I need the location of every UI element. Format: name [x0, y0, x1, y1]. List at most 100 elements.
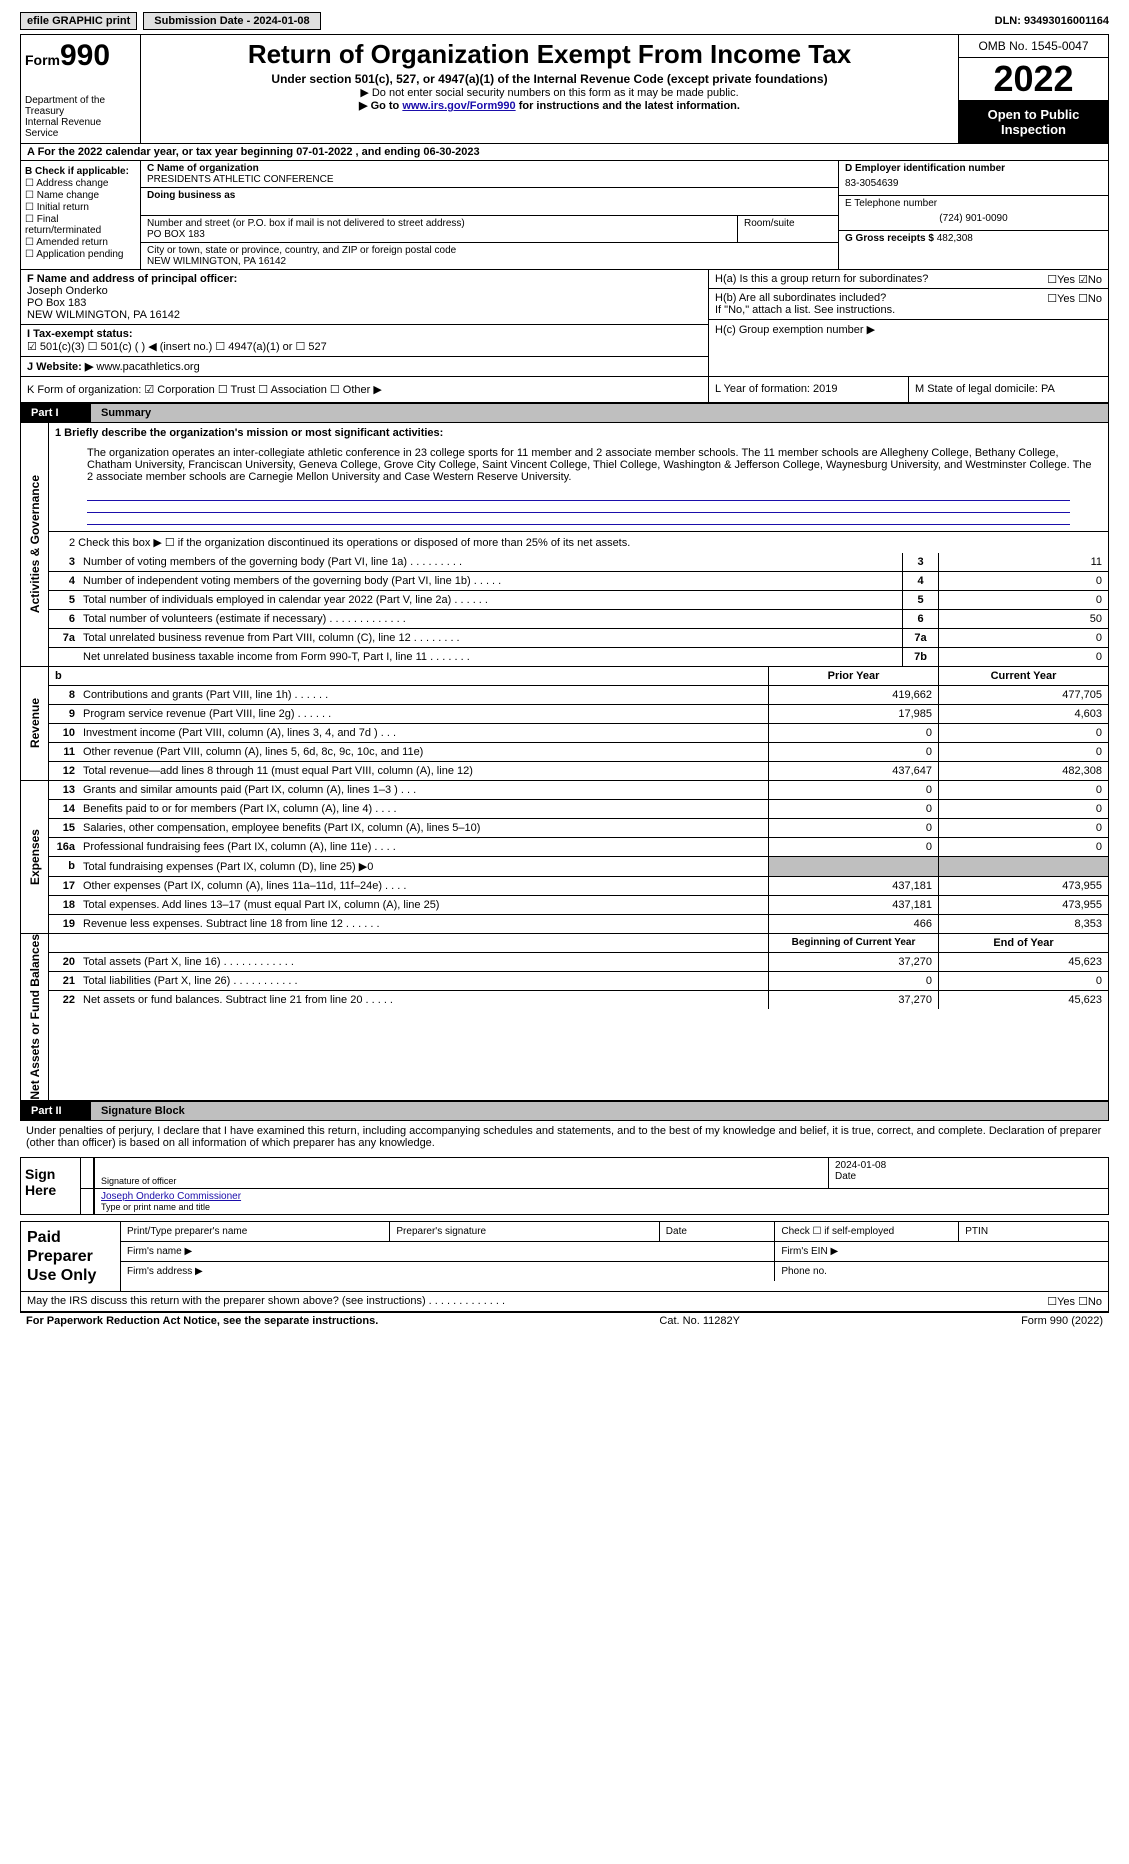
- chk-name[interactable]: ☐ Name change: [25, 190, 136, 201]
- table-row: 22Net assets or fund balances. Subtract …: [49, 991, 1108, 1009]
- hdr-beg: Beginning of Current Year: [768, 934, 938, 952]
- page-title: Return of Organization Exempt From Incom…: [145, 39, 954, 70]
- form-label: Form: [25, 52, 60, 68]
- officer-label: F Name and address of principal officer:: [27, 273, 702, 285]
- part1-title: Summary: [91, 404, 1108, 422]
- chk-pending[interactable]: ☐ Application pending: [25, 249, 136, 260]
- paid-h1: Print/Type preparer's name: [121, 1222, 390, 1241]
- dba-label: Doing business as: [147, 190, 832, 201]
- pra-notice: For Paperwork Reduction Act Notice, see …: [26, 1315, 378, 1327]
- website-val[interactable]: www.pacathletics.org: [96, 361, 199, 373]
- room-label: Room/suite: [744, 218, 832, 229]
- ha-label: H(a) Is this a group return for subordin…: [715, 273, 928, 285]
- table-row: 14Benefits paid to or for members (Part …: [49, 800, 1108, 819]
- chk-final[interactable]: ☐ Final return/terminated: [25, 214, 136, 236]
- tel-val: (724) 901-0090: [845, 209, 1102, 228]
- chk-initial[interactable]: ☐ Initial return: [25, 202, 136, 213]
- form-footer: Form 990 (2022): [1021, 1315, 1103, 1327]
- gov-line: 7aTotal unrelated business revenue from …: [49, 629, 1108, 648]
- gross-label: G Gross receipts $: [845, 233, 934, 244]
- table-row: 11Other revenue (Part VIII, column (A), …: [49, 743, 1108, 762]
- dept-label: Department of the Treasury Internal Reve…: [25, 95, 136, 139]
- gov-line: 5Total number of individuals employed in…: [49, 591, 1108, 610]
- table-row: 18Total expenses. Add lines 13–17 (must …: [49, 896, 1108, 915]
- table-row: 15Salaries, other compensation, employee…: [49, 819, 1108, 838]
- state-domicile: M State of legal domicile: PA: [908, 377, 1108, 402]
- org-name-label: C Name of organization: [147, 163, 832, 174]
- table-row: bTotal fundraising expenses (Part IX, co…: [49, 857, 1108, 877]
- mission-label: 1 Briefly describe the organization's mi…: [49, 423, 1108, 443]
- street-label: Number and street (or P.O. box if mail i…: [147, 218, 731, 229]
- hb-note: If "No," attach a list. See instructions…: [715, 304, 1102, 316]
- rev-hdr-b: b: [55, 670, 62, 682]
- table-row: 16aProfessional fundraising fees (Part I…: [49, 838, 1108, 857]
- paid-phone: Phone no.: [775, 1262, 1108, 1281]
- paid-h2: Preparer's signature: [390, 1222, 659, 1241]
- org-name: PRESIDENTS ATHLETIC CONFERENCE: [147, 174, 832, 185]
- hdr-prior: Prior Year: [768, 667, 938, 685]
- ein-val: 83-3054639: [845, 174, 1102, 193]
- tax-status-opts[interactable]: ☑ 501(c)(3) ☐ 501(c) ( ) ◀ (insert no.) …: [27, 341, 327, 353]
- paid-firm-name: Firm's name ▶: [121, 1242, 775, 1261]
- table-row: 17Other expenses (Part IX, column (A), l…: [49, 877, 1108, 896]
- subtitle: Under section 501(c), 527, or 4947(a)(1)…: [145, 72, 954, 86]
- officer-name: Joseph Onderko: [27, 285, 702, 297]
- sig-name-label: Type or print name and title: [101, 1202, 1102, 1212]
- sig-officer-label: Signature of officer: [101, 1176, 822, 1186]
- dln-text: DLN: 93493016001164: [995, 15, 1109, 27]
- form-number: 990: [60, 39, 110, 72]
- website-label: J Website: ▶: [27, 361, 93, 373]
- chk-amended[interactable]: ☐ Amended return: [25, 237, 136, 248]
- sig-declaration: Under penalties of perjury, I declare th…: [20, 1121, 1109, 1153]
- gov-line: 6Total number of volunteers (estimate if…: [49, 610, 1108, 629]
- ssn-note: ▶ Do not enter social security numbers o…: [145, 86, 954, 99]
- goto-pre: ▶ Go to: [359, 100, 402, 112]
- gross-val: 482,308: [937, 233, 973, 244]
- paid-h4[interactable]: Check ☐ if self-employed: [775, 1222, 959, 1241]
- discuss-label: May the IRS discuss this return with the…: [27, 1295, 505, 1308]
- sign-here-label: Sign Here: [21, 1158, 81, 1214]
- table-row: 8Contributions and grants (Part VIII, li…: [49, 686, 1108, 705]
- table-row: 9Program service revenue (Part VIII, lin…: [49, 705, 1108, 724]
- omb-number: OMB No. 1545-0047: [959, 35, 1108, 58]
- table-row: 20Total assets (Part X, line 16) . . . .…: [49, 953, 1108, 972]
- paid-h3: Date: [660, 1222, 776, 1241]
- sig-date-val: 2024-01-08: [835, 1160, 1102, 1171]
- street-val: PO BOX 183: [147, 229, 731, 240]
- submission-date-button[interactable]: Submission Date - 2024-01-08: [143, 12, 320, 30]
- form-of-org[interactable]: K Form of organization: ☑ Corporation ☐ …: [21, 377, 708, 402]
- city-label: City or town, state or province, country…: [147, 245, 832, 256]
- part2-title: Signature Block: [91, 1102, 1108, 1120]
- sig-date-label: Date: [835, 1171, 1102, 1182]
- hc-label: H(c) Group exemption number ▶: [715, 324, 875, 336]
- ha-yesno[interactable]: ☐Yes ☑No: [1047, 273, 1102, 286]
- sig-name-val: Joseph Onderko Commissioner: [101, 1191, 1102, 1202]
- col-b: B Check if applicable: ☐ Address change …: [21, 161, 141, 269]
- hb-yesno[interactable]: ☐Yes ☐No: [1047, 292, 1102, 305]
- vlabel-exp: Expenses: [28, 829, 42, 885]
- efile-button[interactable]: efile GRAPHIC print: [20, 12, 137, 30]
- table-row: 13Grants and similar amounts paid (Part …: [49, 781, 1108, 800]
- city-val: NEW WILMINGTON, PA 16142: [147, 256, 832, 267]
- ein-label: D Employer identification number: [845, 163, 1102, 174]
- discuss-yesno[interactable]: ☐Yes ☐No: [1047, 1295, 1102, 1308]
- irs-link[interactable]: www.irs.gov/Form990: [402, 100, 515, 112]
- tel-label: E Telephone number: [845, 198, 1102, 209]
- open-to-public: Open to Public Inspection: [959, 101, 1108, 143]
- vlabel-gov: Activities & Governance: [28, 475, 42, 613]
- cat-no: Cat. No. 11282Y: [659, 1315, 740, 1327]
- gov-line: 3Number of voting members of the governi…: [49, 553, 1108, 572]
- hdr-curr: Current Year: [938, 667, 1108, 685]
- tax-year: 2022: [959, 58, 1108, 101]
- paid-h5: PTIN: [959, 1222, 1108, 1241]
- tax-status-label: I Tax-exempt status:: [27, 328, 133, 340]
- table-row: 10Investment income (Part VIII, column (…: [49, 724, 1108, 743]
- part2-label: Part II: [21, 1102, 91, 1120]
- hdr-end: End of Year: [938, 934, 1108, 952]
- chk-address[interactable]: ☐ Address change: [25, 178, 136, 189]
- line2[interactable]: 2 Check this box ▶ ☐ if the organization…: [49, 531, 1108, 553]
- officer-addr1: PO Box 183: [27, 297, 702, 309]
- part1-label: Part I: [21, 404, 91, 422]
- vlabel-rev: Revenue: [28, 698, 42, 748]
- table-row: 21Total liabilities (Part X, line 26) . …: [49, 972, 1108, 991]
